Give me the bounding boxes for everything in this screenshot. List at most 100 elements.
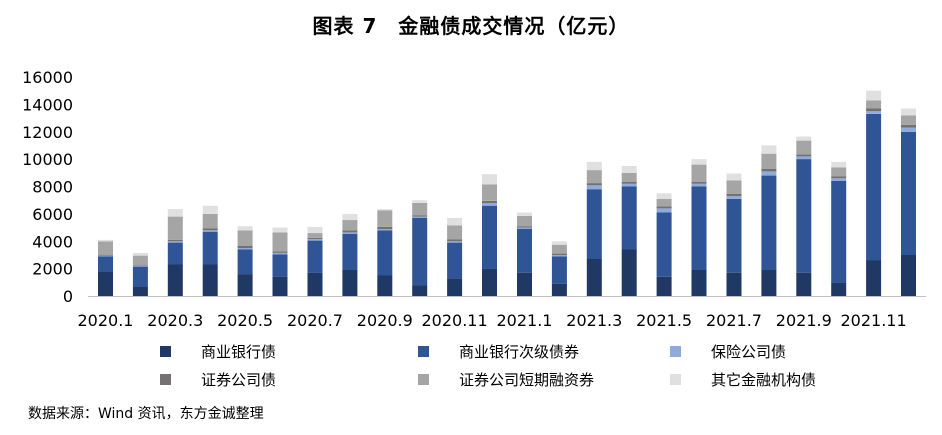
bar-segment-s5 xyxy=(482,174,497,185)
bar-segment-s0 xyxy=(447,278,463,296)
bar-segment-s0 xyxy=(796,272,812,296)
bar-segment-s1 xyxy=(621,186,637,250)
bar-segment-s1 xyxy=(551,256,567,284)
bar-segment-s5 xyxy=(272,227,288,233)
bar-segment-s4 xyxy=(901,115,916,125)
bar-segment-s5 xyxy=(132,252,148,256)
bar-segment-s4 xyxy=(586,170,602,184)
bar-segment-s4 xyxy=(656,198,672,207)
legend-item-subordinated-bond: 商业银行次级债券 xyxy=(418,340,579,362)
bar-segment-s0 xyxy=(167,264,183,296)
bar-segment-s0 xyxy=(482,268,497,296)
bar-segment-s5 xyxy=(621,166,637,173)
bar-segment-s0 xyxy=(98,271,113,296)
bar-segment-s0 xyxy=(761,270,777,296)
bar-segment-s5 xyxy=(202,205,218,214)
bar-segment-s3 xyxy=(237,246,253,249)
bar-segment-s3 xyxy=(132,265,148,266)
legend-label: 证券公司短期融资券 xyxy=(459,370,595,389)
bar-segment-s4 xyxy=(761,153,777,169)
bar-segment-s2 xyxy=(412,216,428,218)
x-tick-label: 2021.5 xyxy=(636,311,692,330)
bar-segment-s4 xyxy=(517,215,532,227)
bar-segment-s5 xyxy=(307,226,323,234)
bar-segment-s0 xyxy=(237,274,253,296)
bar-segment-s2 xyxy=(831,178,847,181)
legend-item-securities-bond: 证券公司债 xyxy=(160,368,276,390)
bar-segment-s3 xyxy=(447,239,463,242)
bar-segment-s5 xyxy=(866,90,882,101)
bar-segment-s2 xyxy=(586,185,602,190)
y-tick-label: 10000 xyxy=(22,150,73,169)
x-tick-label: 2020.1 xyxy=(78,311,134,330)
x-tick-label: 2020.7 xyxy=(287,311,343,330)
x-tick-label: 2020.5 xyxy=(217,311,273,330)
bar-segment-s2 xyxy=(656,208,672,213)
bar-segment-s5 xyxy=(691,159,707,165)
bar-segment-s1 xyxy=(377,230,393,276)
legend-label: 保险公司债 xyxy=(711,342,787,361)
y-tick-label: 4000 xyxy=(32,232,73,251)
y-tick-label: 16000 xyxy=(22,68,73,87)
y-tick-label: 0 xyxy=(63,287,73,306)
bar-segment-s0 xyxy=(132,286,148,296)
bar-segment-s1 xyxy=(901,131,916,255)
bar-segment-s4 xyxy=(342,220,358,231)
bar-segment-s3 xyxy=(726,194,742,197)
bar-segment-s1 xyxy=(796,159,812,273)
bar-segment-s4 xyxy=(202,213,218,229)
bar-segment-s3 xyxy=(167,239,183,242)
bar-segment-s2 xyxy=(901,127,916,132)
bar-segment-s1 xyxy=(307,240,323,273)
x-tick-label: 2020.11 xyxy=(422,311,488,330)
bar-segment-s4 xyxy=(726,180,742,194)
bar-segment-s2 xyxy=(691,183,707,187)
bar-segment-s2 xyxy=(796,156,812,160)
bar-segment-s0 xyxy=(656,276,672,296)
bar-segment-s3 xyxy=(202,228,218,231)
y-tick-label: 2000 xyxy=(32,260,73,279)
bar-segment-s3 xyxy=(342,230,358,233)
bar-segment-s5 xyxy=(726,173,742,181)
bar-segment-s5 xyxy=(831,161,847,168)
bar-segment-s3 xyxy=(307,237,323,240)
bar-segment-s3 xyxy=(656,206,672,209)
legend-label: 其它金融机构债 xyxy=(711,370,817,389)
bar-segment-s3 xyxy=(621,181,637,184)
bar-segment-s4 xyxy=(377,210,393,227)
bar-segment-s2 xyxy=(167,241,183,243)
bar-segment-s2 xyxy=(761,171,777,176)
bar-segment-s1 xyxy=(237,249,253,275)
bar-segment-s4 xyxy=(167,216,183,240)
legend-item-other-financial-bond: 其它金融机构债 xyxy=(670,368,816,390)
bar-segment-s0 xyxy=(726,272,742,296)
bar-segment-s4 xyxy=(272,232,288,252)
bar-segment-s4 xyxy=(98,241,113,255)
bar-segment-s2 xyxy=(342,232,358,234)
legend-label: 商业银行债 xyxy=(201,342,277,361)
bar-segment-s4 xyxy=(447,225,463,240)
legend-item-commercial-bank-bond: 商业银行债 xyxy=(160,340,276,362)
legend-swatch xyxy=(160,373,171,385)
bar-segment-s3 xyxy=(691,181,707,184)
legend: 商业银行债 商业银行次级债券 保险公司债 证券公司债 证券公司短期融资券 其它金… xyxy=(160,340,880,396)
bar-segment-s5 xyxy=(377,209,393,211)
bar-segment-s5 xyxy=(517,212,532,216)
y-tick-label: 8000 xyxy=(32,178,73,197)
bar-segment-s2 xyxy=(621,183,637,187)
bar-segment-s4 xyxy=(551,244,567,254)
y-tick-label: 14000 xyxy=(22,95,73,114)
bar-segment-s5 xyxy=(901,108,916,116)
legend-swatch xyxy=(670,373,681,385)
bar-segment-s1 xyxy=(272,254,288,277)
source-note: 数据来源：Wind 资讯，东方金诚整理 xyxy=(28,406,264,422)
legend-swatch xyxy=(418,345,429,357)
x-tick-label: 2021.3 xyxy=(566,311,622,330)
bar-segment-s1 xyxy=(691,186,707,270)
bar-segment-s1 xyxy=(98,256,113,272)
bar-segment-s1 xyxy=(726,198,742,273)
bar-segment-s4 xyxy=(831,167,847,177)
bar-segment-s0 xyxy=(551,283,567,296)
bar-segment-s1 xyxy=(202,231,218,265)
bar-segment-s0 xyxy=(866,260,882,296)
